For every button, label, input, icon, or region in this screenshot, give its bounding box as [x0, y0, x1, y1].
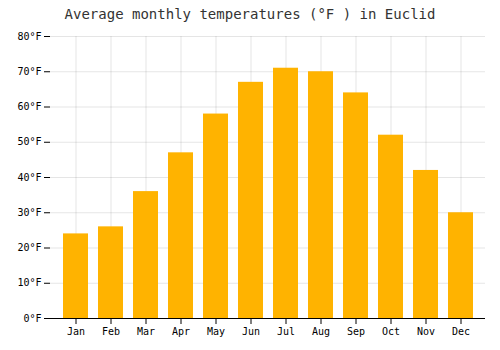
svg-text:80°F: 80°F — [17, 31, 41, 42]
svg-text:Jun: Jun — [242, 326, 260, 337]
svg-text:Jul: Jul — [277, 326, 295, 337]
svg-text:Apr: Apr — [172, 326, 190, 337]
svg-text:May: May — [207, 326, 225, 337]
svg-text:50°F: 50°F — [17, 136, 41, 147]
svg-text:Feb: Feb — [102, 326, 120, 337]
svg-text:Oct: Oct — [382, 326, 400, 337]
svg-text:60°F: 60°F — [17, 101, 41, 112]
svg-text:Aug: Aug — [312, 326, 330, 337]
svg-text:10°F: 10°F — [17, 277, 41, 288]
svg-text:30°F: 30°F — [17, 207, 41, 218]
svg-text:Jan: Jan — [67, 326, 85, 337]
svg-text:Dec: Dec — [452, 326, 470, 337]
svg-text:Mar: Mar — [137, 326, 155, 337]
svg-text:Sep: Sep — [347, 326, 365, 337]
svg-text:Nov: Nov — [417, 326, 435, 337]
svg-text:0°F: 0°F — [23, 313, 41, 324]
svg-text:20°F: 20°F — [17, 242, 41, 253]
svg-text:70°F: 70°F — [17, 66, 41, 77]
html-text:Average monthly temperatures (: Average monthly temperatures (°F ) in Eu… — [64, 6, 436, 22]
svg-text:40°F: 40°F — [17, 172, 41, 183]
